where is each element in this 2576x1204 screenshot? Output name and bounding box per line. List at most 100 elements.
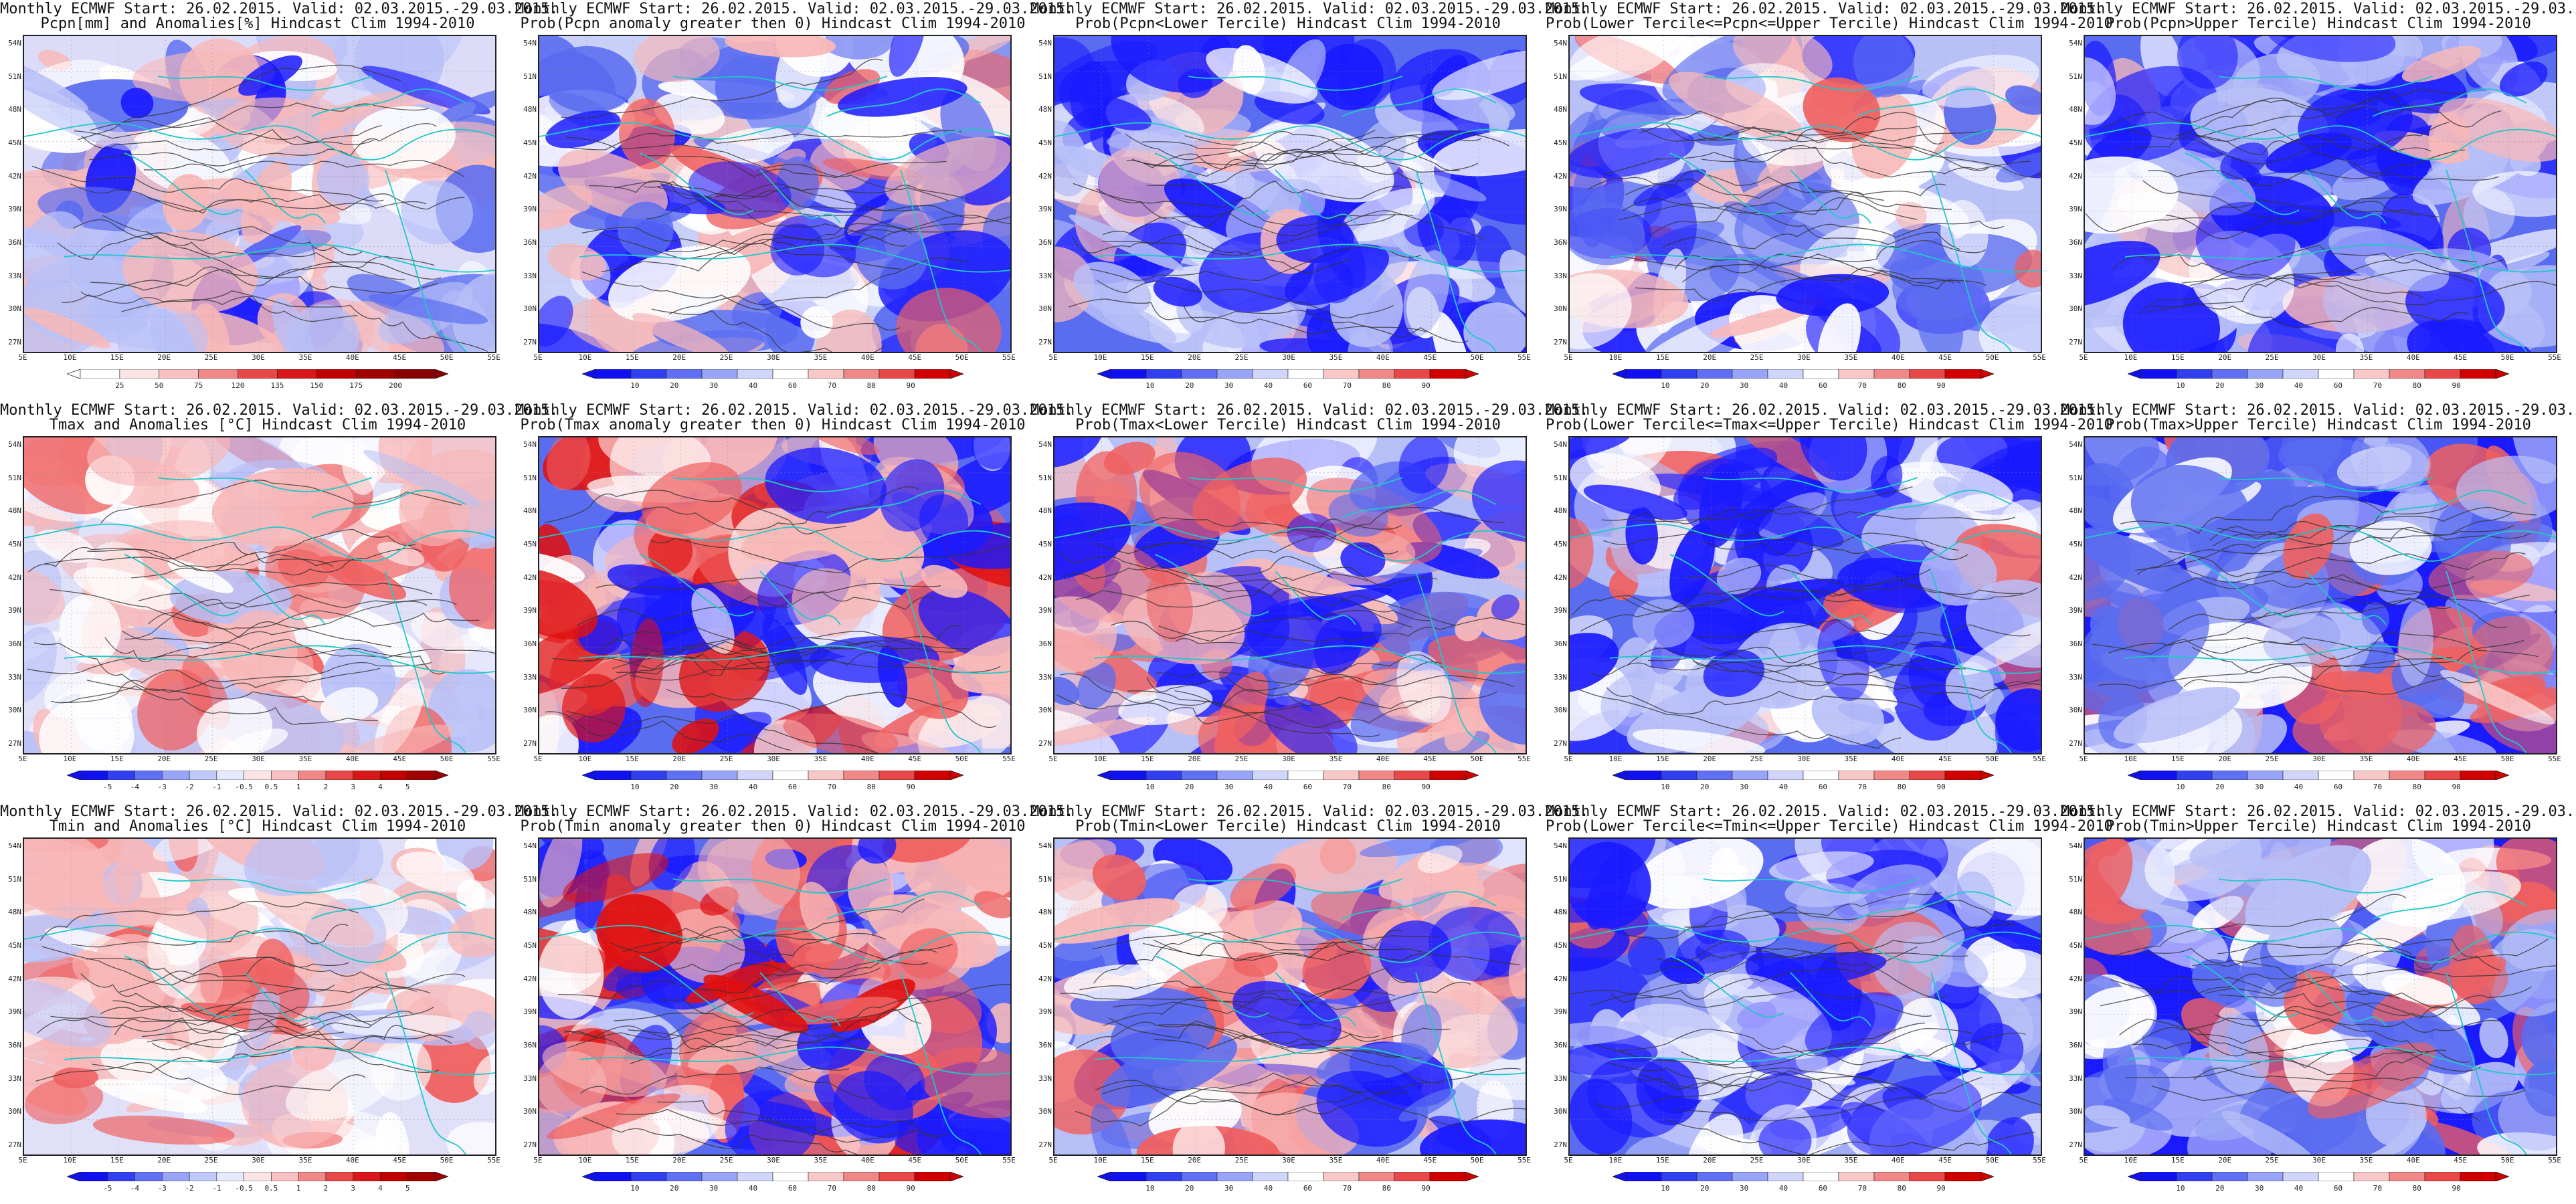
colorbar-label: 10 xyxy=(1661,783,1670,791)
coastline xyxy=(1054,122,1526,161)
colorbar-label: 60 xyxy=(1303,783,1313,791)
map-field xyxy=(2085,839,2556,1155)
colorbar-label: 70 xyxy=(827,783,836,791)
contour-line xyxy=(74,117,382,143)
coastline xyxy=(24,122,495,161)
panel-title-line2: Pcpn[mm] and Anomalies[%] Hindcast Clim … xyxy=(40,15,475,32)
latitude-tick-label: 39N xyxy=(1038,1007,1052,1017)
contour-line xyxy=(2218,986,2532,1018)
field-blob xyxy=(1328,494,1388,537)
longitude-tick-label: 15E xyxy=(1655,755,1669,763)
latitude-tick-label: 42N xyxy=(8,974,21,983)
colorbar-swatch xyxy=(189,771,217,780)
latitude-tick-label: 33N xyxy=(1038,1074,1052,1083)
panel-title-line2: Prob(Pcpn<Lower Tercile) Hindcast Clim 1… xyxy=(1075,15,1501,32)
colorbar-label: 20 xyxy=(670,381,679,390)
contour-line xyxy=(1073,181,1404,208)
latitude-tick-label: 48N xyxy=(2069,506,2082,516)
colorbar-swatch xyxy=(595,771,632,780)
colorbar-swatch xyxy=(772,369,809,379)
map-field xyxy=(539,437,1010,753)
colorbar-swatch xyxy=(216,1172,244,1181)
contour-line xyxy=(1146,661,1442,692)
field-blob xyxy=(632,312,729,352)
latitude-tick-label: 42N xyxy=(8,171,21,181)
field-blob xyxy=(1849,864,1938,918)
field-blob xyxy=(2085,1064,2171,1133)
coastline xyxy=(672,76,888,91)
field-blob xyxy=(1153,276,1202,307)
colorbar-swatch xyxy=(1252,369,1289,379)
contour-line xyxy=(1131,150,1479,177)
latitude-tick-label: 45N xyxy=(2069,941,2082,950)
field-blob xyxy=(1669,72,1803,142)
contour-line xyxy=(1124,130,1473,161)
colorbar-label: 10 xyxy=(2176,381,2185,390)
field-blob xyxy=(285,1058,395,1121)
latitude-tick-label: 39N xyxy=(2069,1007,2082,1017)
colorbar-swatch xyxy=(666,1172,703,1181)
coastline xyxy=(1188,878,1403,894)
field-blob xyxy=(2085,1105,2130,1128)
contour-line xyxy=(2111,894,2407,957)
field-blob xyxy=(59,594,121,664)
colorbar-swatch xyxy=(2318,1172,2355,1181)
longitude-tick-label: 15E xyxy=(2171,755,2185,763)
contour-line xyxy=(2204,965,2556,997)
contour-line xyxy=(57,226,363,260)
contour-line xyxy=(121,630,495,658)
field-blob xyxy=(2335,333,2365,352)
latitude-tick-label: 33N xyxy=(2069,1074,2082,1083)
colorbar-swatch xyxy=(1216,771,1253,780)
field-blob xyxy=(1570,201,1645,266)
coastline xyxy=(579,1046,1010,1076)
colorbar-label: 10 xyxy=(1661,1184,1670,1193)
field-blob xyxy=(1402,170,1487,202)
coastline xyxy=(1054,924,1526,963)
contour-line xyxy=(1183,305,1469,343)
colorbar-swatch xyxy=(1429,369,1466,379)
field-blob xyxy=(546,437,591,491)
longitude-tick-label: 50E xyxy=(440,755,454,763)
contour-line xyxy=(2142,180,2409,225)
longitude-tick-label: 30E xyxy=(1282,353,1295,362)
latitude-tick-label: 30N xyxy=(8,304,21,314)
field-blob xyxy=(2499,61,2548,97)
field-blob xyxy=(2318,676,2403,753)
coastline xyxy=(672,878,888,894)
map-field xyxy=(24,36,495,352)
field-blob xyxy=(1192,458,1307,532)
colorbar-arrow xyxy=(1613,771,1627,780)
longitude-tick-label: 35E xyxy=(298,755,312,763)
colorbar-swatch xyxy=(1732,1172,1768,1181)
field-blob xyxy=(473,1054,495,1096)
coastline xyxy=(244,169,326,224)
colorbar-arrow xyxy=(2128,369,2142,379)
field-blob xyxy=(1264,696,1358,753)
latitude-tick-label: 27N xyxy=(1038,338,1052,347)
field-blob xyxy=(244,839,361,896)
colorbar-label: 70 xyxy=(2373,1184,2382,1193)
field-blob xyxy=(542,1041,667,1097)
contour-line xyxy=(601,223,913,273)
field-blob xyxy=(1118,684,1213,726)
field-blob xyxy=(672,718,719,753)
field-blob xyxy=(2085,527,2132,601)
latitude-tick-label: 33N xyxy=(8,271,21,280)
field-blob xyxy=(2275,205,2402,230)
field-blob xyxy=(1903,936,1989,987)
latitude-tick-label: 27N xyxy=(2069,739,2082,748)
colorbar-label: -0.5 xyxy=(235,1184,253,1193)
map-field xyxy=(1054,839,1526,1155)
contour-line xyxy=(558,967,881,1000)
latitude-tick-label: 39N xyxy=(1554,606,1567,615)
colorbar-swatch xyxy=(159,369,199,379)
longitude-tick-label: 45E xyxy=(393,755,407,763)
colorbar xyxy=(1613,1172,1994,1181)
latitude-tick-label: 36N xyxy=(1038,238,1052,247)
colorbar-label: 0.5 xyxy=(264,783,278,791)
longitude-tick-label: 20E xyxy=(2218,1156,2232,1165)
field-blob xyxy=(250,229,331,258)
colorbar-label: 120 xyxy=(231,381,245,390)
latitude-tick-label: 36N xyxy=(1038,1041,1052,1050)
